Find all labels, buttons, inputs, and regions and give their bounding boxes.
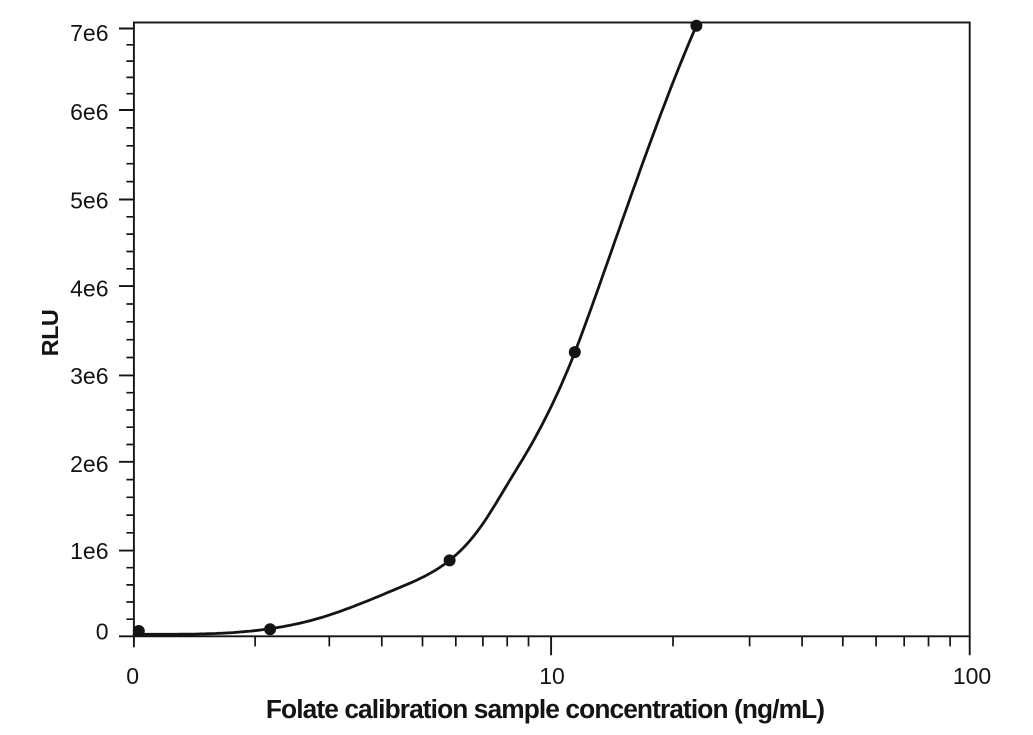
- svg-text:5e6: 5e6: [70, 188, 108, 214]
- svg-text:6e6: 6e6: [70, 99, 108, 125]
- svg-text:4e6: 4e6: [70, 276, 108, 302]
- svg-text:7e6: 7e6: [70, 20, 108, 46]
- svg-text:10: 10: [539, 663, 565, 689]
- svg-text:1e6: 1e6: [70, 538, 108, 564]
- svg-text:100: 100: [953, 663, 991, 689]
- svg-text:0: 0: [126, 663, 139, 689]
- svg-text:3e6: 3e6: [70, 363, 108, 389]
- svg-text:2e6: 2e6: [70, 451, 108, 477]
- svg-text:0: 0: [96, 619, 109, 645]
- svg-text:RLU: RLU: [37, 310, 63, 357]
- svg-text:Folate calibration sample conc: Folate calibration sample concentration …: [266, 694, 824, 724]
